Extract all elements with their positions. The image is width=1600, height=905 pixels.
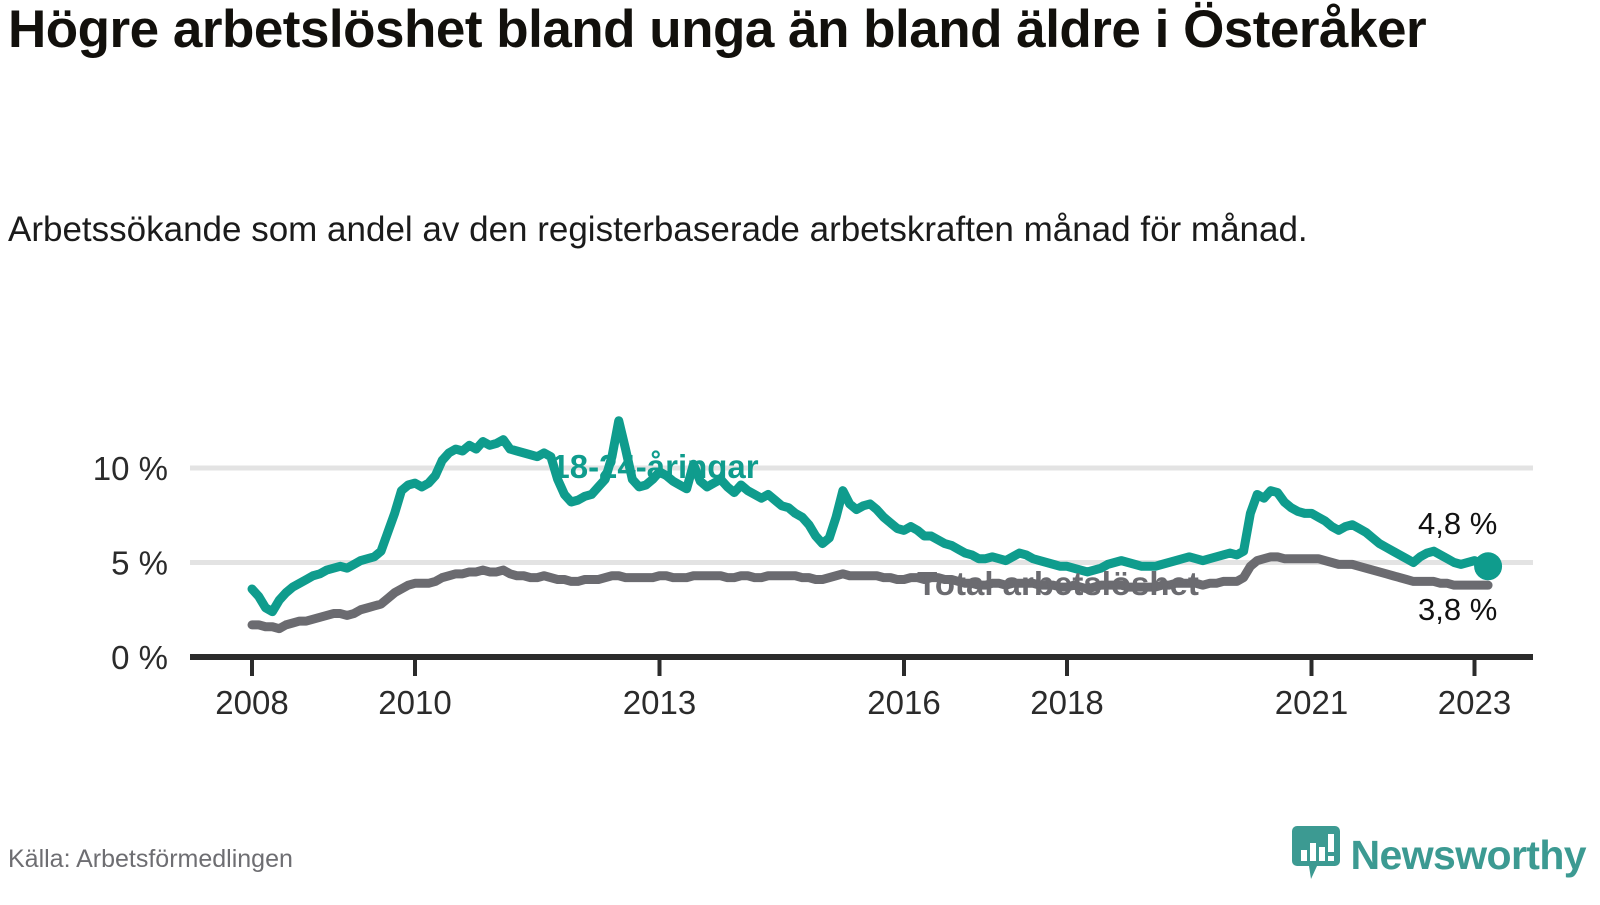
bar-chart-speech-bubble-icon bbox=[1291, 824, 1341, 887]
end-value-labels: 4,8 % 3,8 % bbox=[1418, 506, 1497, 627]
x-tick-label: 2010 bbox=[378, 684, 451, 721]
series-end-marker bbox=[1474, 552, 1503, 581]
y-tick-label: 10 % bbox=[93, 450, 168, 487]
x-tick-label: 2008 bbox=[215, 684, 288, 721]
x-tick-label: 2013 bbox=[623, 684, 696, 721]
source-note: Källa: Arbetsförmedlingen bbox=[8, 845, 293, 873]
page-title: Högre arbetslöshet bland unga än bland ä… bbox=[8, 0, 1427, 59]
x-axis-tick-labels: 2008 2010 2013 2016 2018 2021 2023 bbox=[215, 684, 1511, 721]
x-tick-label: 2021 bbox=[1275, 684, 1348, 721]
series-inline-labels: 18-24-åringar Total arbetslöshet bbox=[551, 448, 1199, 602]
logo-wordmark: Newsworthy bbox=[1350, 832, 1587, 878]
data-series-group bbox=[247, 416, 1503, 634]
youth-end-value-label: 4,8 % bbox=[1418, 506, 1497, 541]
y-tick-label: 5 % bbox=[111, 545, 168, 582]
chart-subtitle: Arbetssökande som andel av den registerb… bbox=[8, 210, 1308, 249]
series-label-total: Total arbetslöshet bbox=[917, 565, 1199, 602]
y-tick-label: 0 % bbox=[111, 639, 168, 676]
y-axis-tick-labels: 0 % 5 % 10 % bbox=[93, 450, 168, 676]
series-label-youth: 18-24-åringar bbox=[551, 448, 758, 485]
x-tick-label: 2023 bbox=[1438, 684, 1511, 721]
x-tick-label: 2018 bbox=[1030, 684, 1103, 721]
total-end-value-label: 3,8 % bbox=[1418, 592, 1497, 627]
series-line bbox=[247, 416, 1493, 617]
series-line bbox=[247, 552, 1493, 634]
newsworthy-logo[interactable]: Newsworthy bbox=[1291, 824, 1587, 887]
x-axis bbox=[190, 654, 1533, 676]
x-tick-label: 2016 bbox=[867, 684, 940, 721]
